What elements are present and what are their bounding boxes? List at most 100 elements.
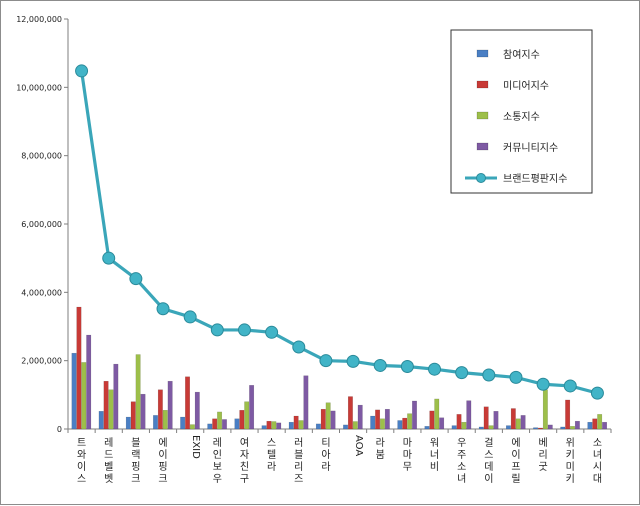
legend-item: 커뮤니티지수: [476, 142, 558, 154]
y-tick-label: 10,000,000: [16, 83, 62, 92]
series-1: [71, 352, 593, 430]
bar: [397, 420, 403, 430]
line-series: [75, 64, 604, 400]
line-point: [265, 325, 279, 339]
bar: [547, 424, 553, 430]
bar: [370, 415, 376, 430]
bar: [560, 426, 566, 430]
bar: [352, 421, 358, 430]
legend-item: 참여지수: [476, 49, 540, 61]
legend-label: 미디어지수: [503, 80, 549, 92]
line-point: [346, 354, 360, 368]
series-2: [76, 306, 598, 430]
bar: [71, 352, 77, 430]
legend-label: 커뮤니티지수: [503, 142, 558, 154]
legend-item: 소통지수: [476, 111, 540, 123]
bar: [81, 362, 87, 430]
line-point: [319, 354, 333, 368]
bar: [343, 424, 348, 430]
line-point: [455, 366, 469, 380]
bar: [533, 427, 539, 430]
bar: [271, 421, 277, 430]
line-point: [237, 323, 251, 337]
bar: [113, 363, 119, 430]
bar: [357, 404, 363, 430]
line-point: [590, 386, 604, 400]
legend-item: 미디어지수: [476, 80, 549, 92]
bar: [520, 415, 526, 430]
series-3: [81, 354, 603, 430]
bar: [266, 420, 272, 430]
bar: [461, 421, 467, 430]
line-point: [428, 362, 442, 376]
line-point: [129, 272, 143, 286]
legend-marker: [476, 173, 486, 183]
bar: [98, 411, 104, 430]
bar: [412, 400, 417, 430]
bar: [439, 417, 445, 430]
bar: [162, 410, 168, 430]
line-point: [183, 310, 197, 324]
bar: [587, 421, 593, 430]
line-point: [210, 323, 224, 337]
bar: [380, 418, 385, 430]
y-tick-label: 8,000,000: [21, 152, 62, 161]
bar: [157, 389, 163, 430]
bar: [212, 418, 218, 430]
line-point: [373, 358, 387, 372]
bar: [424, 426, 430, 430]
line-point: [400, 359, 414, 373]
legend-swatch: [476, 111, 489, 120]
bar: [320, 408, 326, 430]
bar: [249, 385, 255, 430]
y-tick-label: 4,000,000: [21, 288, 62, 297]
bar: [217, 411, 223, 430]
bar: [130, 401, 136, 430]
bar: [185, 376, 190, 430]
line-point: [536, 377, 550, 391]
bar: [347, 396, 353, 430]
bar: [574, 420, 580, 430]
bar: [384, 408, 390, 430]
line-point: [102, 251, 116, 265]
bar: [538, 427, 543, 430]
y-tick-label: 2,000,000: [21, 357, 62, 366]
bar: [298, 420, 304, 430]
bar: [167, 380, 173, 430]
bar: [483, 406, 489, 430]
bar: [330, 410, 336, 430]
bar: [325, 402, 331, 430]
bar: [592, 418, 598, 430]
bar: [515, 418, 521, 430]
bar: [451, 425, 457, 430]
bar-series: [71, 306, 607, 430]
line-point: [509, 370, 523, 384]
x-tick-label: EXID: [190, 435, 201, 459]
bar: [434, 398, 440, 430]
line-point: [292, 340, 306, 354]
bar: [570, 426, 575, 430]
bar: [456, 414, 462, 430]
y-tick-label: 0: [57, 425, 62, 434]
legend-label: 소통지수: [503, 111, 540, 123]
bar: [189, 424, 195, 430]
legend-swatch: [476, 142, 489, 151]
bar: [261, 425, 267, 430]
